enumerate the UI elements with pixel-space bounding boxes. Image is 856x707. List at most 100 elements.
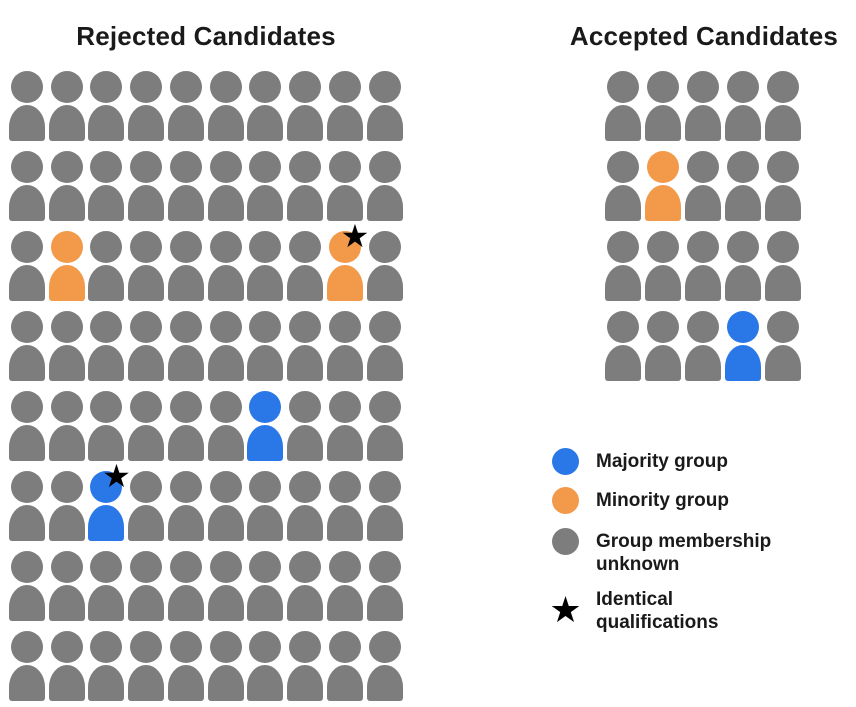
person-head [249,471,282,503]
person-head [767,231,799,263]
person-row [7,71,405,141]
person-head [687,71,719,103]
person-icon-unknown [7,551,47,621]
person-icon-unknown [285,471,325,541]
person-body [167,665,204,701]
person-icon-unknown [206,231,246,301]
person-head [727,231,759,263]
person-head [249,231,282,263]
person-body [366,665,403,701]
person-body [287,425,324,461]
person-head [328,471,361,503]
person-head [130,631,163,663]
person-icon-unknown [683,231,723,301]
person-icon-unknown [285,631,325,701]
person-body [247,105,284,141]
person-head [249,311,282,343]
person-icon-unknown [683,151,723,221]
person-head [209,231,242,263]
person-head [328,551,361,583]
person-body [167,265,204,301]
person-head [647,151,679,183]
person-body [167,345,204,381]
person-body [605,105,641,141]
person-head [249,391,282,423]
person-head [368,631,401,663]
majority-group-color-swatch-icon [552,448,579,475]
person-body [247,665,284,701]
person-body [8,585,45,621]
person-body [247,265,284,301]
person-head [289,631,322,663]
person-body [207,105,244,141]
person-body [326,665,363,701]
person-body [167,105,204,141]
person-head [647,231,679,263]
person-body [287,665,324,701]
person-head [169,631,202,663]
legend-item-minority-group: Minority group [552,487,729,514]
person-head [90,631,123,663]
person-icon-unknown [763,151,803,221]
person-head [368,471,401,503]
person-body [48,265,85,301]
person-icon-unknown [87,231,127,301]
person-head [209,631,242,663]
person-head [90,311,123,343]
person-body [167,425,204,461]
person-head [169,231,202,263]
person-head [289,71,322,103]
legend-label-minority-group: Minority group [596,490,729,511]
person-icon-unknown [87,151,127,221]
person-icon-unknown [325,71,365,141]
person-icon-unknown [603,71,643,141]
person-icon-unknown [126,391,166,461]
person-body [167,585,204,621]
person-head [328,631,361,663]
person-body [725,345,761,381]
person-body [765,185,801,221]
person-head [209,551,242,583]
person-body [207,425,244,461]
person-icon-unknown [763,71,803,141]
person-icon-unknown [166,151,206,221]
person-icon-unknown [126,311,166,381]
rejected-candidates-grid: ★ ★ [7,71,405,707]
person-body [765,265,801,301]
person-head [10,71,43,103]
person-body [685,345,721,381]
person-icon-unknown [166,471,206,541]
person-icon-unknown [285,311,325,381]
person-icon-majority [246,391,286,461]
person-head [90,71,123,103]
person-icon-unknown [47,551,87,621]
person-body [605,345,641,381]
person-body [88,185,125,221]
person-body [48,185,85,221]
person-body [207,265,244,301]
person-icon-unknown [325,631,365,701]
person-icon-unknown [285,551,325,621]
person-head [328,391,361,423]
person-body [128,425,165,461]
person-icon-unknown [246,151,286,221]
person-body [207,505,244,541]
person-row [603,151,803,221]
person-icon-unknown [643,231,683,301]
person-head [130,471,163,503]
person-icon-unknown [126,71,166,141]
person-head [169,391,202,423]
person-icon-unknown [365,151,405,221]
person-head [727,311,759,343]
person-icon-unknown [7,471,47,541]
person-head [130,71,163,103]
person-icon-unknown [365,471,405,541]
person-icon-unknown [763,231,803,301]
person-icon-unknown [246,71,286,141]
person-row [603,311,803,381]
person-icon-unknown [166,631,206,701]
person-head [727,151,759,183]
person-body [8,345,45,381]
person-row [603,71,803,141]
person-body [765,345,801,381]
